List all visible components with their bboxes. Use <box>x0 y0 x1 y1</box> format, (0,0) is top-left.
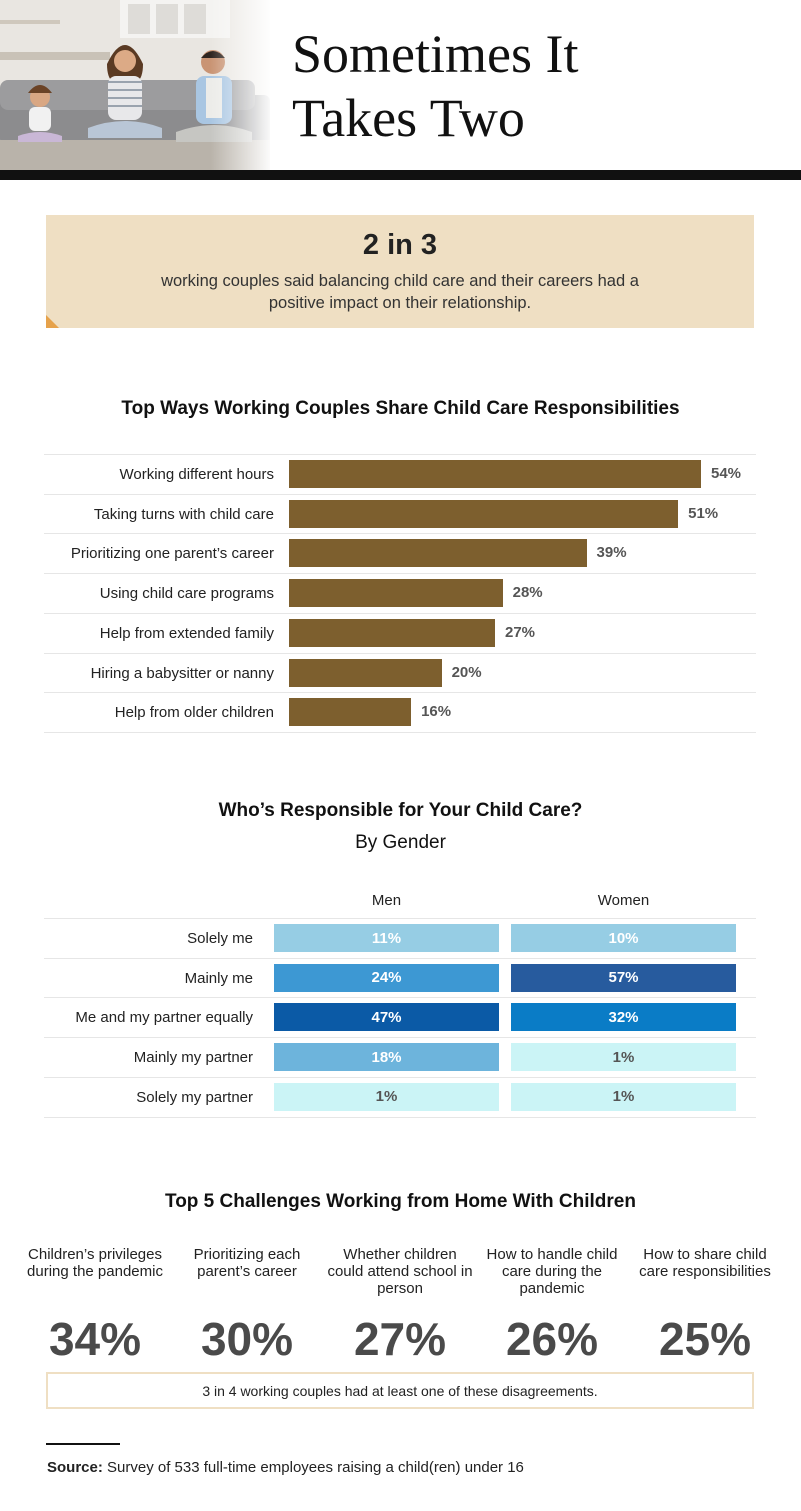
chart2-subtitle: By Gender <box>355 832 446 853</box>
callout-stat: 2 in 3 <box>362 229 438 261</box>
bar-label: Hiring a babysitter or nanny <box>90 664 274 682</box>
source-divider <box>46 1443 120 1445</box>
chart1-gridline <box>44 493 756 495</box>
challenge-item: Whether children could attend school in … <box>325 1246 475 1366</box>
source-line: Source: Survey of 533 full-time employee… <box>47 1459 524 1476</box>
responsibility-by-gender-table: Men Women Solely me 11% 10% Mainly me 24% 57% Me… <box>44 886 756 1118</box>
bar-value-label: 20% <box>451 663 482 681</box>
challenge-item: How to share child care responsibilities… <box>630 1246 780 1366</box>
bar <box>289 658 442 687</box>
chart1-gridline <box>44 573 756 575</box>
chart2-gridline <box>44 1037 756 1039</box>
callout-fold-corner <box>46 315 59 328</box>
family-photo <box>0 0 270 170</box>
row-label: Me and my partner equally <box>75 1009 253 1027</box>
challenge-label: How to share child care responsibilities <box>639 1246 771 1280</box>
challenges-note-text: 3 in 4 working couples had at least one … <box>202 1382 598 1399</box>
source-text: Survey of 533 full-time employees raisin… <box>107 1459 524 1476</box>
header-divider <box>0 170 801 180</box>
chart2-gridline <box>44 957 756 959</box>
chart2-gridline <box>44 918 756 919</box>
challenge-label: Prioritizing each parent’s career <box>193 1246 301 1280</box>
column-header: Women <box>597 892 650 909</box>
bar <box>289 618 495 647</box>
title-line-1: Sometimes It <box>292 24 579 84</box>
row-label: Solely me <box>187 930 253 947</box>
chart1-gridline <box>44 692 756 694</box>
bar-label: Help from older children <box>114 704 274 722</box>
table-cell: 1% <box>511 1043 736 1072</box>
bar-label: Using child care programs <box>99 585 274 603</box>
bar <box>289 698 412 727</box>
table-cell: 47% <box>274 1003 499 1032</box>
chart1-gridline <box>44 731 756 733</box>
row-label: Mainly my partner <box>133 1049 253 1067</box>
chart1-gridline <box>44 612 756 614</box>
chart2-gridline <box>44 997 756 999</box>
table-cell: 11% <box>274 924 499 952</box>
bar-label: Working different hours <box>119 466 274 483</box>
bar-label: Taking turns with child care <box>93 505 274 523</box>
bar-value-label: 51% <box>688 504 719 522</box>
chart2-gridline <box>44 1076 756 1078</box>
challenges-note: 3 in 4 working couples had at least one … <box>46 1372 754 1409</box>
chart1-gridline <box>44 533 756 535</box>
stat-callout: 2 in 3 working couples said balancing ch… <box>46 215 754 328</box>
bar-value-label: 39% <box>596 544 627 562</box>
chart2-title: Who’s Responsible for Your Child Care? <box>218 800 583 821</box>
table-cell: 10% <box>511 924 736 952</box>
challenge-item: Prioritizing each parent’s career 30% <box>172 1246 322 1366</box>
page-title: Sometimes It Takes Two <box>292 22 772 150</box>
bar-value-label: 28% <box>512 584 543 602</box>
header: Sometimes It Takes Two <box>0 0 801 180</box>
challenge-label: How to handle child care during the pand… <box>486 1246 618 1297</box>
table-cell: 1% <box>511 1082 736 1111</box>
title-line-2: Takes Two <box>292 88 525 148</box>
source-label: Source: <box>47 1459 103 1476</box>
bar-label: Help from extended family <box>99 624 274 642</box>
challenge-value: 26% <box>505 1313 599 1365</box>
column-header: Men <box>371 892 402 909</box>
callout-text: working couples said balancing child car… <box>161 272 639 312</box>
challenge-value: 27% <box>353 1313 447 1365</box>
challenge-value: 34% <box>48 1313 142 1365</box>
chart1-gridline <box>44 454 756 455</box>
challenges-title: Top 5 Challenges Working from Home With … <box>165 1191 636 1212</box>
table-cell: 32% <box>511 1003 736 1032</box>
table-cell: 1% <box>274 1082 499 1111</box>
bar <box>289 499 679 528</box>
row-label: Mainly me <box>184 969 253 987</box>
bar-value-label: 27% <box>505 623 536 641</box>
row-label: Solely my partner <box>136 1088 253 1106</box>
chart1-title: Top Ways Working Couples Share Child Car… <box>121 398 680 419</box>
bar <box>289 460 701 488</box>
chart2-gridline <box>44 1116 756 1118</box>
chart1-gridline <box>44 652 756 654</box>
bar <box>289 539 587 568</box>
share-responsibilities-chart: Working different hours 54% Taking turns w… <box>44 454 756 734</box>
table-cell: 57% <box>511 963 736 992</box>
bar-value-label: 16% <box>421 703 452 721</box>
challenge-value: 25% <box>658 1313 752 1365</box>
bar-label: Prioritizing one parent’s career <box>70 545 274 563</box>
challenge-value: 30% <box>200 1313 294 1365</box>
bar <box>289 579 503 608</box>
challenge-label: Children’s privileges during the pandemi… <box>27 1246 163 1280</box>
table-cell: 18% <box>274 1043 499 1072</box>
challenge-item: How to handle child care during the pand… <box>477 1246 627 1366</box>
table-cell: 24% <box>274 963 499 992</box>
challenge-label: Whether children could attend school in … <box>327 1246 473 1297</box>
challenge-item: Children’s privileges during the pandemi… <box>20 1246 170 1366</box>
bar-value-label: 54% <box>711 465 742 482</box>
